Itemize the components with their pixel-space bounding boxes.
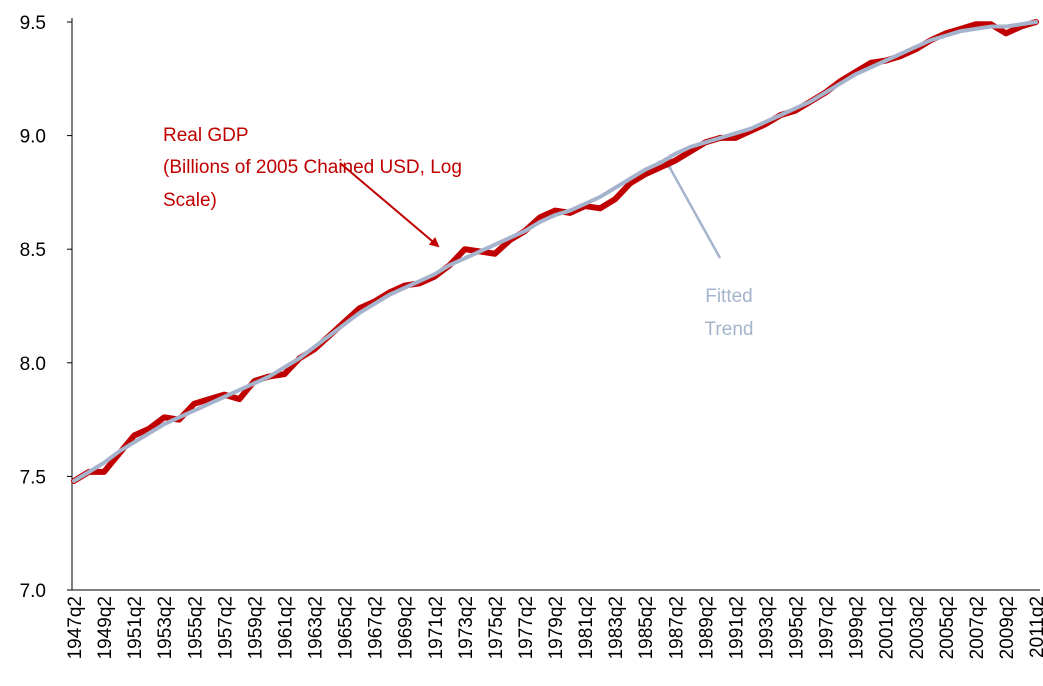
x-tick-label: 1951q2	[125, 596, 146, 659]
y-tick-label: 9.0	[20, 127, 46, 148]
x-tick-label: 1963q2	[306, 596, 327, 659]
x-tick-label: 1965q2	[336, 596, 357, 659]
x-tick-label: 1987q2	[666, 596, 687, 659]
x-tick-label: 1985q2	[636, 596, 657, 659]
x-tick-label: 1957q2	[215, 596, 236, 659]
x-tick-label: 1981q2	[576, 596, 597, 659]
x-tick-label: 1975q2	[486, 596, 507, 659]
x-tick-label: 1961q2	[275, 596, 296, 659]
x-tick-label: 1959q2	[245, 596, 266, 659]
x-tick-label: 1997q2	[817, 596, 838, 659]
x-tick-label: 1953q2	[155, 596, 176, 659]
x-tick-label: 1977q2	[516, 596, 537, 659]
x-tick-label: 1969q2	[396, 596, 417, 659]
annotation: (Billions of 2005 Chained USD, Log	[163, 157, 462, 178]
y-tick-label: 8.5	[20, 240, 46, 261]
x-tick-label: 1949q2	[95, 596, 116, 659]
y-tick-label: 9.5	[20, 13, 46, 34]
x-tick-label: 2005q2	[937, 596, 958, 659]
x-tick-label: 2011q2	[1027, 596, 1043, 658]
line-series	[71, 19, 1039, 484]
annotation: Trend	[705, 319, 754, 340]
x-tick-label: 1993q2	[756, 596, 777, 659]
x-tick-label: 1999q2	[847, 596, 868, 659]
red-arrow	[339, 162, 440, 248]
x-tick-label: 1973q2	[456, 596, 477, 659]
annotation: Real GDP	[163, 125, 249, 146]
x-tick-label: 1947q2	[65, 596, 86, 659]
x-tick-label: 1967q2	[366, 596, 387, 659]
x-tick-label: 1979q2	[546, 596, 567, 659]
x-tick-label: 2009q2	[997, 596, 1018, 659]
line-series	[72, 20, 1038, 483]
x-tick-label: 1983q2	[606, 596, 627, 659]
x-tick-label: 1995q2	[787, 596, 808, 659]
annotation: Scale)	[163, 190, 217, 211]
x-tick-label: 2003q2	[907, 596, 928, 659]
annotation: Fitted	[705, 286, 753, 307]
x-tick-label: 2007q2	[967, 596, 988, 659]
blue-arrow	[670, 168, 722, 259]
y-tick-label: 8.0	[20, 354, 46, 375]
x-tick-label: 1955q2	[185, 596, 206, 659]
y-tick-label: 7.0	[20, 581, 46, 602]
y-tick-label: 7.5	[20, 467, 46, 488]
x-tick-label: 2001q2	[877, 596, 898, 659]
x-tick-label: 1991q2	[726, 596, 747, 659]
x-tick-label: 1971q2	[426, 596, 447, 659]
x-tick-label: 1989q2	[696, 596, 717, 659]
